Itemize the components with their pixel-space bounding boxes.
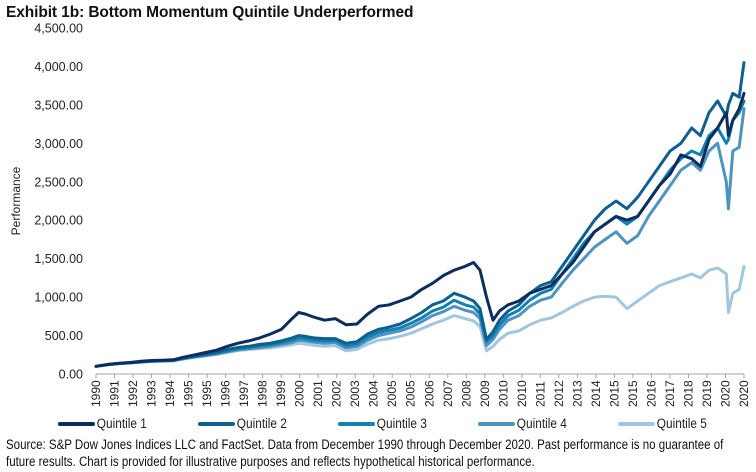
x-tick-label: 2015 — [626, 380, 640, 407]
x-tick-label: 1995 — [182, 380, 196, 407]
chart-title: Exhibit 1b: Bottom Momentum Quintile Und… — [6, 4, 414, 21]
series-lines — [94, 61, 746, 368]
legend-label: Quintile 2 — [236, 416, 287, 431]
x-tick-label: 2013 — [570, 380, 584, 407]
legend-swatch — [478, 421, 515, 426]
x-tick-label: 2010 — [496, 380, 510, 407]
x-tick-label: 1999 — [274, 380, 288, 407]
x-tick-label: 2014 — [589, 380, 603, 407]
x-tick-label: 2000 — [293, 380, 307, 407]
legend-item: Quintile 5 — [618, 416, 707, 431]
series-line-quintile-5 — [94, 264, 746, 368]
y-tick-label: 3,000.00 — [34, 137, 83, 151]
x-tick-label: 2020 — [737, 380, 751, 407]
legend-swatch — [58, 421, 95, 426]
x-tick-label: 2005 — [404, 380, 418, 407]
x-tick-label: 2009 — [478, 380, 492, 407]
x-tick-label: 2007 — [441, 380, 455, 407]
x-tick-label: 2004 — [367, 380, 381, 407]
x-tick-label: 2012 — [552, 380, 566, 407]
x-tick-label: 2008 — [459, 380, 473, 407]
y-tick-label: 2,000.00 — [34, 214, 83, 228]
x-tick-label: 1997 — [237, 380, 251, 407]
x-tick-label: 2015 — [607, 380, 621, 407]
x-tick-label: 1992 — [126, 380, 140, 407]
legend-item: Quintile 3 — [338, 416, 427, 431]
y-tick-label: 4,000.00 — [34, 60, 83, 74]
x-tick-label: 1991 — [108, 380, 122, 407]
x-tick-label: 1994 — [163, 380, 177, 407]
legend-label: Quintile 4 — [516, 416, 567, 431]
x-tick-label: 2017 — [663, 380, 677, 407]
chart-plot: 0.00 500.00 1,000.00 1,500.00 2,000.00 2,500.… — [9, 22, 751, 408]
x-tick-label: 1996 — [219, 380, 233, 407]
series-line-quintile-4 — [94, 107, 746, 368]
y-tick-label: 500.00 — [45, 329, 83, 343]
x-tick-label: 2005 — [385, 380, 399, 407]
x-tick-label: 1995 — [200, 380, 214, 407]
legend-swatch — [198, 421, 235, 426]
series-line-quintile-1 — [94, 91, 746, 368]
y-axis: 0.00 500.00 1,000.00 1,500.00 2,000.00 2,500.… — [34, 22, 83, 382]
x-tick-label: 1998 — [256, 380, 270, 407]
legend-swatch — [618, 421, 655, 426]
x-tick-label: 2018 — [681, 380, 695, 407]
legend: Quintile 1 Quintile 2 Quintile 3 Quintile 4… — [40, 416, 756, 434]
x-tick-label: 2019 — [700, 380, 714, 407]
x-axis: 1990 1991 1992 1993 1994 1995 1995 1996 1997 1998… — [89, 373, 751, 407]
series-line-quintile-3 — [94, 99, 746, 368]
y-axis-label: Performance — [9, 166, 23, 235]
x-tick-label: 2016 — [644, 380, 658, 407]
y-tick-label: 2,500.00 — [34, 175, 83, 189]
legend-label: Quintile 5 — [656, 416, 707, 431]
legend-label: Quintile 3 — [376, 416, 427, 431]
x-tick-label: 2010 — [515, 380, 529, 407]
y-tick-label: 3,500.00 — [34, 98, 83, 112]
legend-item: Quintile 2 — [198, 416, 287, 431]
x-tick-label: 2011 — [533, 381, 547, 407]
x-tick-label: 2020 — [718, 380, 732, 407]
source-note: Source: S&P Dow Jones Indices LLC and Fa… — [6, 437, 724, 469]
legend-label: Quintile 1 — [96, 416, 147, 431]
x-tick-label: 1993 — [145, 380, 159, 407]
y-tick-label: 1,500.00 — [34, 252, 83, 266]
x-tick-label: 2006 — [422, 380, 436, 407]
legend-swatch — [338, 421, 375, 426]
series-line-quintile-2 — [94, 61, 746, 368]
x-tick-label: 2003 — [348, 380, 362, 407]
x-tick-label: 1990 — [89, 380, 103, 407]
legend-item: Quintile 1 — [58, 416, 147, 431]
x-tick-label: 2002 — [330, 380, 344, 407]
legend-item: Quintile 4 — [478, 416, 567, 431]
y-tick-label: 4,500.00 — [34, 22, 83, 36]
x-tick-label: 2001 — [311, 380, 325, 407]
y-tick-label: 0.00 — [59, 368, 83, 382]
y-tick-label: 1,000.00 — [34, 291, 83, 305]
